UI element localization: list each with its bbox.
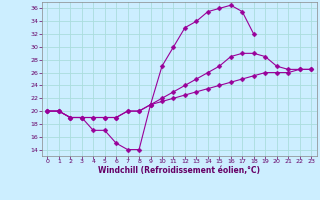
X-axis label: Windchill (Refroidissement éolien,°C): Windchill (Refroidissement éolien,°C) [98, 166, 260, 175]
